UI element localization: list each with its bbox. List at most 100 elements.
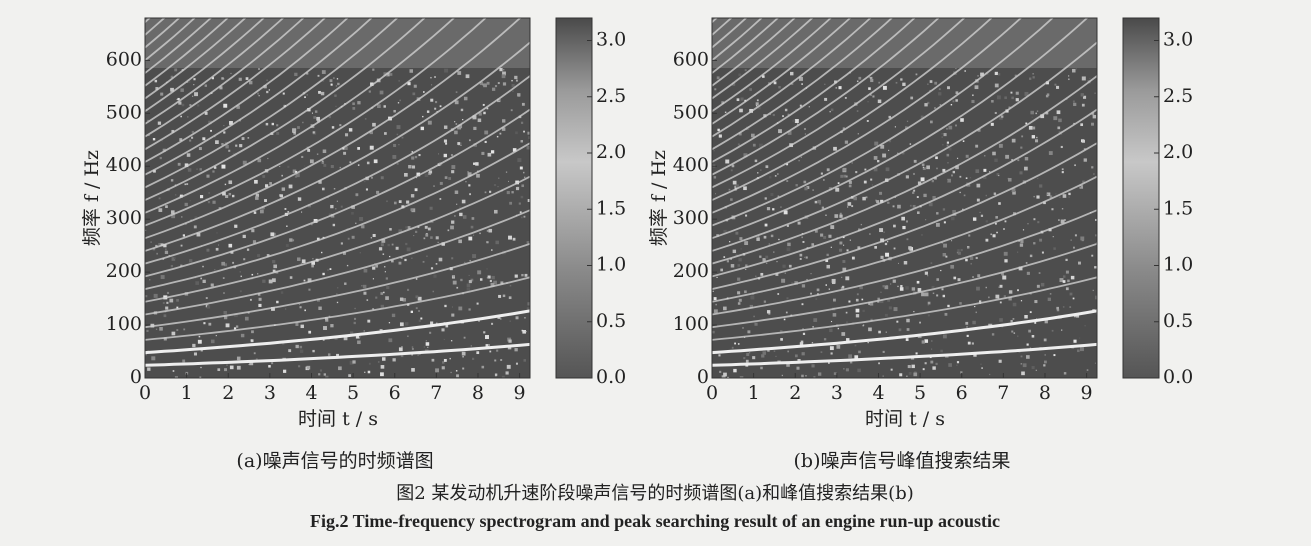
speckle — [943, 334, 947, 338]
speckle — [917, 196, 919, 198]
speckle — [822, 207, 824, 209]
speckle — [970, 177, 971, 178]
speckle — [718, 354, 720, 356]
speckle — [879, 192, 882, 195]
colorbar-tick-label: 2.0 — [1163, 141, 1193, 163]
speckle — [1063, 306, 1065, 308]
speckle — [195, 281, 199, 285]
speckle — [372, 123, 376, 127]
speckle — [868, 342, 869, 343]
speckle — [472, 358, 474, 360]
speckle — [383, 253, 385, 255]
speckle — [483, 104, 485, 106]
speckle — [495, 85, 497, 87]
speckle — [1027, 272, 1030, 275]
speckle — [420, 318, 422, 320]
speckle — [369, 363, 371, 365]
speckle — [407, 335, 409, 337]
speckle — [897, 286, 898, 287]
speckle — [727, 260, 729, 262]
speckle — [936, 223, 940, 227]
speckle — [801, 236, 803, 238]
speckle — [194, 92, 198, 96]
speckle — [180, 88, 183, 91]
speckle — [199, 336, 201, 338]
speckle — [812, 342, 813, 343]
speckle — [738, 73, 741, 76]
speckle — [947, 144, 949, 146]
speckle — [831, 108, 834, 111]
speckle — [926, 165, 930, 169]
speckle — [398, 144, 399, 145]
speckle — [471, 345, 472, 346]
colorbar-tick-label: 0.0 — [1163, 366, 1193, 388]
colorbar-tick-label: 1.0 — [596, 254, 626, 276]
speckle — [1076, 68, 1077, 69]
speckle — [416, 307, 418, 309]
speckle — [419, 320, 421, 322]
speckle — [411, 156, 414, 159]
x-axis-label: 时间 t / s — [865, 408, 945, 430]
speckle — [451, 340, 452, 341]
speckle — [426, 256, 427, 257]
speckle — [790, 72, 793, 75]
speckle — [216, 232, 217, 233]
speckle — [1053, 116, 1057, 120]
speckle — [731, 264, 734, 267]
speckle — [778, 239, 779, 240]
speckle — [363, 285, 367, 289]
speckle — [217, 368, 220, 371]
speckle — [1068, 193, 1070, 195]
speckle — [891, 369, 893, 371]
speckle — [932, 180, 934, 182]
speckle — [489, 191, 491, 193]
speckle — [405, 322, 408, 325]
speckle — [750, 296, 754, 300]
speckle — [248, 137, 250, 139]
speckle — [739, 299, 742, 302]
speckle — [801, 157, 802, 158]
speckle — [269, 89, 270, 90]
speckle — [410, 208, 413, 211]
speckle — [1024, 315, 1027, 318]
speckle — [975, 169, 979, 173]
speckle — [967, 248, 968, 249]
speckle — [829, 111, 830, 112]
speckle — [846, 176, 848, 178]
speckle — [424, 237, 426, 239]
speckle — [434, 108, 436, 110]
x-tick-label: 8 — [472, 382, 484, 404]
speckle — [1033, 73, 1034, 74]
speckle — [836, 87, 838, 89]
speckle — [786, 312, 788, 314]
speckle — [1034, 300, 1037, 303]
speckle — [1057, 110, 1061, 114]
speckle — [312, 113, 313, 114]
speckle — [430, 77, 431, 78]
figure: 图2 某发动机升速阶段噪声信号的时频谱图(a)和峰值搜索结果(b) Fig.2 … — [0, 0, 1311, 546]
speckle — [862, 197, 866, 201]
speckle — [972, 276, 974, 278]
x-tick-label: 1 — [181, 382, 193, 404]
speckle — [407, 248, 411, 252]
speckle — [1035, 113, 1036, 114]
speckle — [831, 321, 832, 322]
speckle — [521, 196, 523, 198]
speckle — [803, 333, 805, 335]
speckle — [506, 371, 509, 374]
speckle — [1039, 184, 1042, 187]
speckle — [874, 246, 877, 249]
speckle — [258, 304, 261, 307]
speckle — [737, 264, 740, 267]
speckle — [361, 285, 362, 286]
x-tick-label: 5 — [347, 382, 359, 404]
speckle — [199, 147, 202, 150]
speckle — [887, 241, 888, 242]
speckle — [910, 97, 913, 100]
speckle — [997, 95, 1001, 99]
speckle — [290, 276, 293, 279]
speckle — [436, 236, 439, 239]
speckle — [407, 289, 409, 291]
speckle — [237, 357, 241, 361]
speckle — [1049, 151, 1053, 155]
